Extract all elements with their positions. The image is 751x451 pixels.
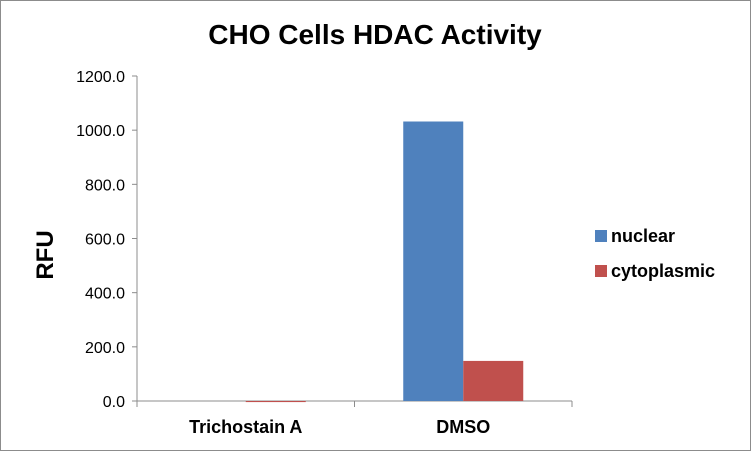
y-axis-label: RFU	[32, 230, 59, 279]
legend-label-nuclear: nuclear	[611, 226, 675, 246]
y-tick-label: 1000.0	[76, 123, 125, 140]
legend-swatch-cytoplasmic	[595, 265, 607, 277]
y-tick-label: 400.0	[85, 286, 125, 303]
y-tick-label: 1200.0	[76, 69, 125, 86]
legend-label-cytoplasmic: cytoplasmic	[611, 261, 715, 281]
axes: 0.0 200.0 400.0 600.0 800.0 1000.0 1200.0 Trich…	[76, 69, 573, 437]
x-category-label: DMSO	[436, 417, 490, 437]
bar-cytoplasmic-trichostain-a	[245, 401, 306, 403]
y-tick-label: 800.0	[85, 177, 125, 194]
bars	[245, 121, 524, 403]
legend-swatch-nuclear	[595, 230, 607, 242]
y-tick-label: 200.0	[85, 340, 125, 357]
bar-cytoplasmic-dmso	[463, 360, 524, 401]
bar-nuclear-dmso	[403, 121, 464, 401]
chart-title: CHO Cells HDAC Activity	[208, 19, 542, 50]
legend: nuclear cytoplasmic	[595, 226, 715, 281]
y-tick-label: 600.0	[85, 232, 125, 249]
x-category-label: Trichostain A	[189, 417, 302, 437]
y-tick-label: 0.0	[103, 394, 125, 411]
